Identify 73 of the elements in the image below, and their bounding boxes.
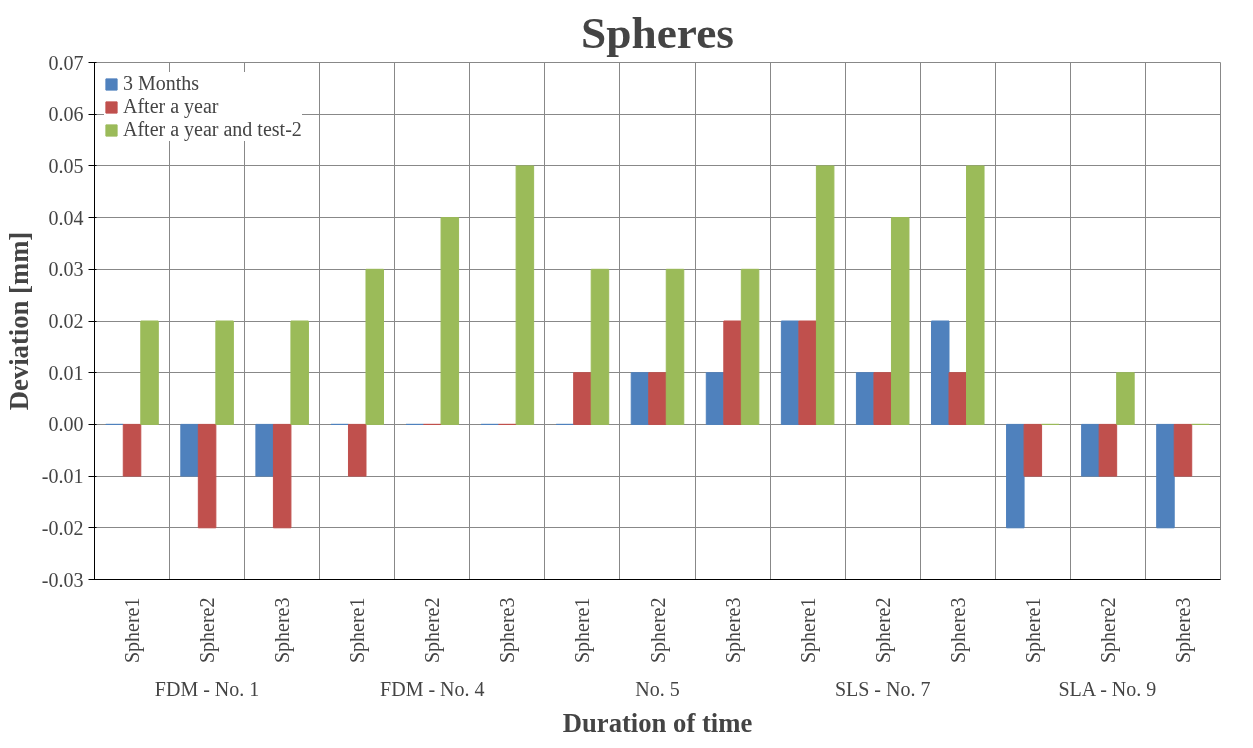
bar <box>347 423 367 477</box>
x-tick-label: Sphere3 <box>496 597 520 664</box>
bar <box>873 372 892 425</box>
bar <box>705 372 725 425</box>
bar <box>573 372 592 425</box>
bar <box>948 372 968 425</box>
bar <box>590 268 610 425</box>
text: No. 5 <box>635 677 680 700</box>
x-axis-title: Duration of time <box>562 707 753 738</box>
bar <box>798 320 817 425</box>
text: SLA - No. 9 <box>1058 677 1157 700</box>
text: FDM - No. 1 <box>154 677 260 700</box>
bar <box>740 268 760 425</box>
bar <box>515 165 535 425</box>
bar <box>930 320 950 425</box>
bar <box>890 217 910 425</box>
bar <box>215 320 234 425</box>
bar <box>272 423 292 529</box>
y-tick-label: 0.01 <box>48 361 84 384</box>
x-tick-label: Sphere1 <box>121 597 145 664</box>
x-tick-label: Sphere1 <box>571 597 595 664</box>
bar <box>780 320 800 425</box>
x-tick-label: Sphere3 <box>1171 597 1195 664</box>
bar <box>966 165 985 425</box>
x-tick-label: Sphere2 <box>196 597 220 664</box>
bar <box>1156 423 1175 529</box>
bar <box>255 423 274 477</box>
x-tick-label: Sphere3 <box>721 597 745 664</box>
chart-title: Spheres <box>581 7 734 58</box>
y-tick-label: 0.02 <box>48 310 84 332</box>
y-axis-title: Deviation [mm] <box>3 231 34 411</box>
bar <box>1006 423 1025 529</box>
bar <box>648 372 667 425</box>
legend-label: After a year <box>123 95 219 118</box>
y-tick-label: 0.06 <box>48 103 84 126</box>
bar <box>630 372 650 425</box>
bar <box>1081 423 1100 477</box>
y-tick-label: -0.01 <box>41 465 84 488</box>
bar <box>855 372 875 425</box>
x-tick-label: Sphere3 <box>271 597 295 664</box>
y-tick-label: 0.00 <box>48 413 84 436</box>
x-tick-label: Sphere2 <box>421 597 445 664</box>
y-tick-label: 0.07 <box>48 51 84 74</box>
bar <box>1023 423 1043 477</box>
x-tick-label: Sphere2 <box>871 597 895 664</box>
bar <box>122 423 142 477</box>
bar <box>815 165 835 425</box>
bar <box>1173 423 1193 477</box>
x-tick-label: Sphere3 <box>946 597 970 664</box>
bar <box>440 217 460 425</box>
text: FDM - No. 4 <box>380 677 485 700</box>
bar <box>180 423 199 477</box>
x-tick-label: Sphere1 <box>1021 597 1045 664</box>
x-tick-label: Sphere2 <box>646 597 670 664</box>
x-tick-label: Sphere1 <box>796 597 820 664</box>
bar <box>365 268 385 425</box>
bar <box>1098 423 1118 477</box>
bar <box>1116 372 1135 425</box>
x-tick-label: Sphere2 <box>1096 597 1120 664</box>
y-tick-label: 0.03 <box>48 258 84 281</box>
bar <box>665 268 685 425</box>
y-tick-label: 0.05 <box>48 154 84 177</box>
text: SLS - No. 7 <box>834 677 931 700</box>
bar <box>290 320 309 425</box>
bar <box>140 320 159 425</box>
y-tick-label: 0.04 <box>48 206 84 229</box>
y-tick-label: -0.03 <box>41 568 84 591</box>
x-tick-label: Sphere1 <box>346 597 370 664</box>
y-tick-label: -0.02 <box>41 516 84 539</box>
bar <box>723 320 742 425</box>
legend-label: 3 Months <box>123 72 200 95</box>
bar <box>197 423 217 529</box>
legend-label: After a year and test-2 <box>123 118 302 141</box>
